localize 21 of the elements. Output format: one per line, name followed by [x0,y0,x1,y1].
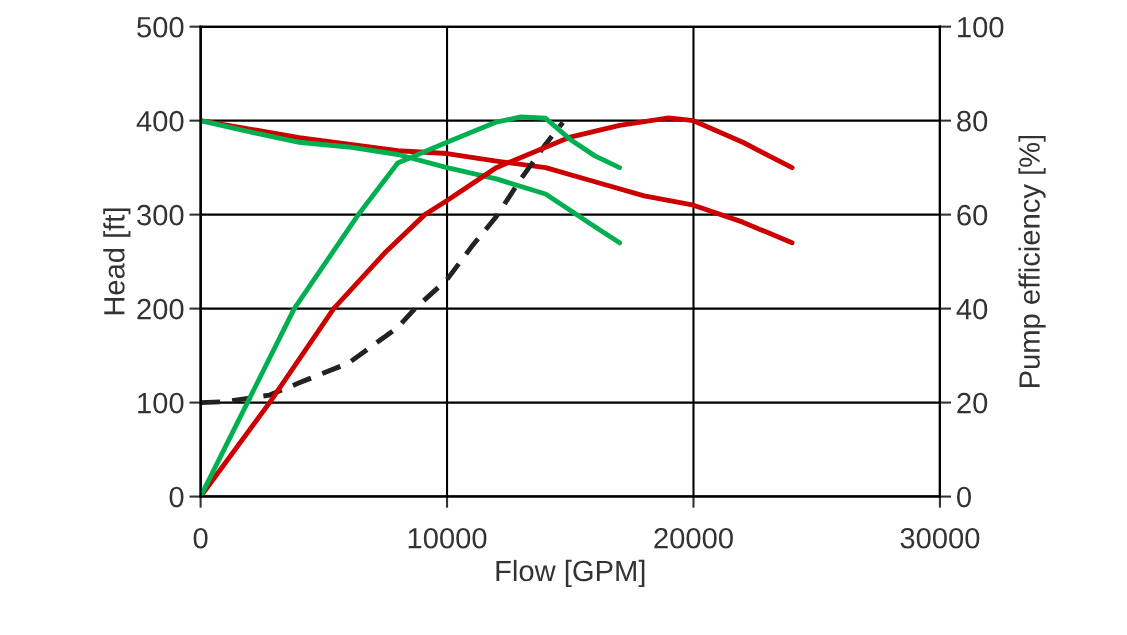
y-tick-label: 0 [169,486,184,508]
y2-tick-label: 40 [956,298,988,320]
y-tick-label: 400 [136,110,184,132]
x-tick-label: 0 [193,527,208,549]
y-axis-title: Head [ft] [103,208,131,315]
y2-axis-title: Pump efficiency [%] [1018,135,1046,388]
y-tick-label: 200 [137,298,184,320]
x-tick-label: 20000 [654,527,733,549]
y2-tick-label: 80 [957,110,988,132]
y2-tick-label: 0 [957,486,971,508]
line-series [200,114,622,497]
line-series [200,120,566,406]
y2-tick-label: 100 [958,16,1004,38]
x-tick-label: 10000 [408,527,487,549]
x-tick-label: 30000 [900,527,980,549]
y2-tick-label: 60 [957,204,988,226]
y2-tick-label: 20 [957,392,988,414]
x-axis-title: Flow [GPM] [496,559,645,588]
y-tick-label: 100 [138,392,184,414]
y-tick-label: 300 [137,204,184,226]
y-tick-label: 500 [137,16,184,38]
